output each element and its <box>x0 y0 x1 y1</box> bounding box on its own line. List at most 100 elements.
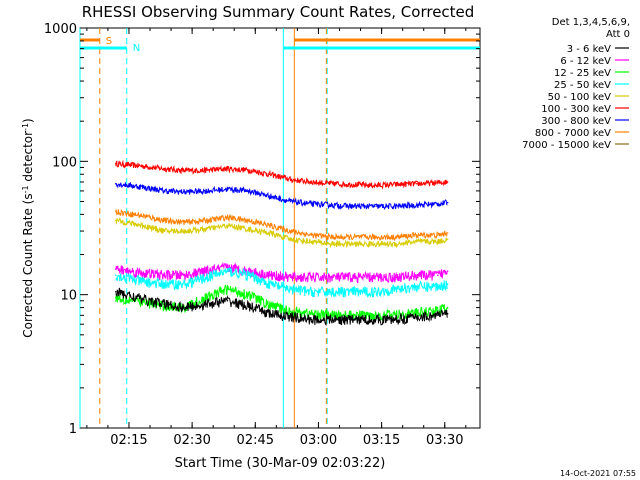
series-line-0 <box>115 159 448 190</box>
data-point <box>247 305 250 308</box>
data-point <box>226 270 229 273</box>
data-point <box>446 232 449 234</box>
data-point <box>184 191 187 193</box>
data-point <box>163 219 165 222</box>
data-point <box>373 291 376 293</box>
chart-title: RHESSI Observing Summary Count Rates, Co… <box>82 3 475 21</box>
data-point <box>416 204 418 206</box>
data-point <box>115 268 117 271</box>
series-line-1 <box>115 181 448 211</box>
data-point <box>352 205 355 208</box>
data-point <box>289 288 292 290</box>
data-point <box>268 224 271 227</box>
series-line-4 <box>115 261 448 284</box>
data-point <box>310 181 313 183</box>
legend-label: 6 - 12 keV <box>560 56 611 67</box>
data-point <box>115 210 117 213</box>
data-point <box>289 276 292 279</box>
data-point <box>310 203 313 205</box>
y-tick-label: 10 <box>60 289 77 304</box>
data-point <box>437 203 439 205</box>
data-point <box>373 243 376 245</box>
data-point <box>247 219 250 222</box>
data-point <box>268 304 271 307</box>
data-point <box>268 283 271 285</box>
data-point <box>268 195 271 197</box>
data-point <box>268 274 271 277</box>
data-point <box>373 318 376 321</box>
data-point <box>437 240 439 243</box>
data-point <box>226 224 229 227</box>
data-point <box>416 182 418 185</box>
x-tick-label: 02:30 <box>173 433 210 448</box>
data-point <box>395 183 397 186</box>
data-point <box>310 234 313 236</box>
data-point <box>395 313 397 316</box>
data-point <box>331 182 334 185</box>
data-point <box>373 236 376 238</box>
data-point <box>289 238 292 241</box>
data-point <box>373 276 376 279</box>
data-point <box>331 276 334 279</box>
data-point <box>184 274 187 277</box>
data-point <box>247 169 250 171</box>
data-point <box>163 190 165 192</box>
data-point <box>395 276 397 279</box>
data-point <box>446 238 449 241</box>
saa-label: S <box>106 36 112 47</box>
legend-label: 800 - 7000 keV <box>535 128 611 139</box>
data-point <box>184 283 187 285</box>
data-point <box>115 182 117 185</box>
data-point <box>437 314 439 317</box>
data-point <box>142 298 144 301</box>
data-point <box>395 318 397 321</box>
data-point <box>115 219 117 222</box>
data-point <box>142 272 144 275</box>
data-point <box>331 243 334 245</box>
y-axis-label: Corrected Count Rate (s-1 detector-1) <box>21 118 36 337</box>
data-point <box>395 205 397 208</box>
series-line-5 <box>115 266 448 299</box>
data-point <box>352 276 355 279</box>
data-point <box>226 167 229 170</box>
data-point <box>395 236 397 238</box>
data-point <box>437 309 439 312</box>
data-point <box>373 184 376 187</box>
data-point <box>310 291 313 293</box>
series-50-100keV <box>115 217 449 249</box>
data-point <box>115 274 117 277</box>
data-point <box>163 283 165 285</box>
x-axis-label: Start Time (30-Mar-09 02:03:22) <box>175 456 386 471</box>
data-point <box>289 200 292 203</box>
x-tick-label: 03:15 <box>363 433 400 448</box>
data-point <box>331 236 334 238</box>
data-point <box>268 312 271 315</box>
data-point <box>446 312 449 315</box>
data-point <box>437 285 439 288</box>
y-tick-label: 100 <box>52 155 77 170</box>
data-point <box>268 232 271 234</box>
data-point <box>331 314 334 317</box>
series-line-7 <box>115 287 448 327</box>
data-point <box>205 303 208 305</box>
data-point <box>416 312 418 314</box>
data-point <box>416 240 418 243</box>
data-point <box>395 288 397 290</box>
data-point <box>163 167 165 170</box>
plot-area: SN 02:15 02:30 02:45 03:00 03:15 03:301101001… <box>44 22 481 448</box>
data-point <box>446 283 449 285</box>
y-tick-label: 1000 <box>44 22 77 37</box>
data-point <box>247 228 250 230</box>
series-300-800keV <box>115 181 449 211</box>
data-point <box>205 270 208 273</box>
data-point <box>352 183 355 186</box>
series-layer <box>115 159 449 327</box>
data-point <box>205 219 208 222</box>
data-point <box>205 296 208 299</box>
data-point <box>205 228 208 230</box>
series-800-7000keV <box>115 208 449 241</box>
legend-label: 7000 - 15000 keV <box>522 140 611 151</box>
data-point <box>331 318 334 321</box>
legend-label: 25 - 50 keV <box>554 80 611 91</box>
data-point <box>289 178 292 181</box>
